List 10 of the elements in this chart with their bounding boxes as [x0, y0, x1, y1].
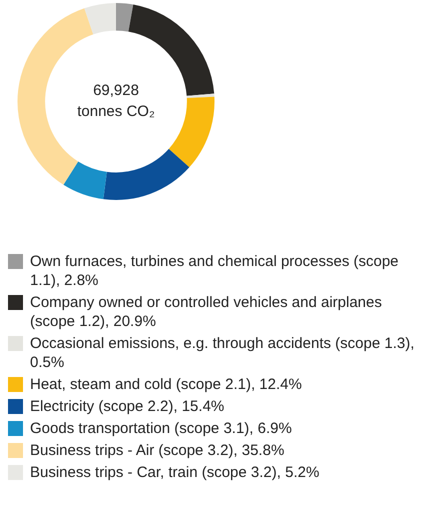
text: tonnes CO₂	[77, 103, 155, 120]
legend-label: Goods transportation (scope 3.1), 6.9%	[30, 419, 292, 438]
legend-label: Occasional emissions, e.g. through accidents (scope 1.3), 0.5%	[30, 334, 416, 372]
legend-label: Company owned or controlled vehicles and airplanes (scope 1.2), 20.9%	[30, 293, 383, 331]
legend-label: Own furnaces, turbines and chemical processes (scope 1.1), 2.8%	[30, 252, 400, 290]
legend-label: Business trips - Air (scope 3.2), 35.8%	[30, 441, 284, 460]
legend-label: Electricity (scope 2.2), 15.4%	[30, 397, 224, 416]
legend-label: Business trips - Car, train (scope 3.2), 5.2%	[30, 463, 320, 482]
text: 69,928	[93, 82, 139, 100]
legend-label: Heat, steam and cold (scope 2.1), 12.4%	[30, 375, 302, 394]
